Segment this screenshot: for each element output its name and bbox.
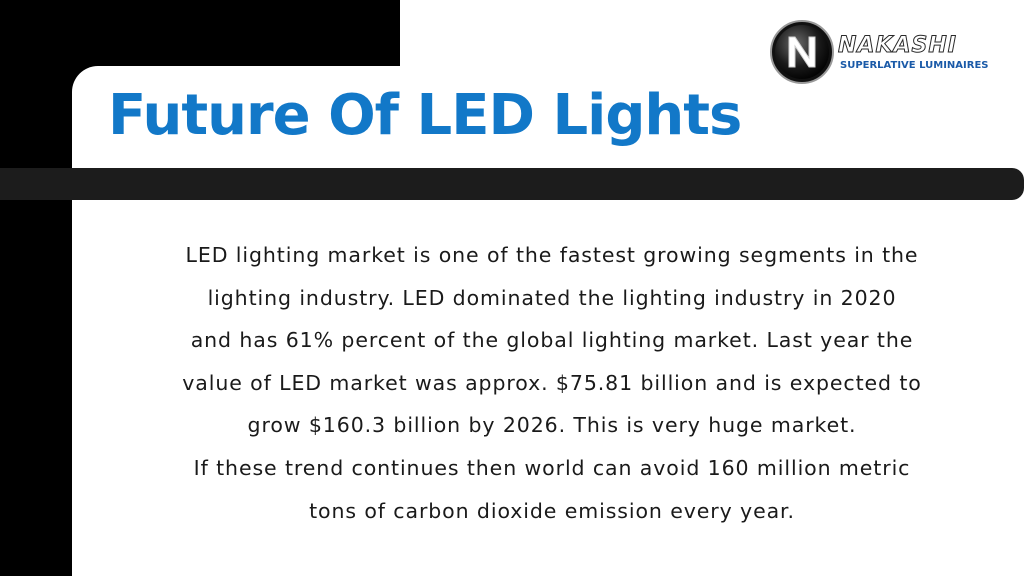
page-title: Future Of LED Lights (108, 83, 742, 148)
paragraph-line: LED lighting market is one of the fastes… (185, 243, 919, 267)
content-panel (72, 66, 1024, 576)
paragraph-line: lighting industry. LED dominated the lig… (207, 285, 897, 310)
paragraph-line: grow $160.3 billion by 2026. This is ver… (247, 413, 857, 438)
logo-tagline: SUPERLATIVE LUMINAIRES (840, 60, 989, 71)
header-white-area (400, 0, 1024, 70)
company-logo: NAKASHI SUPERLATIVE LUMINAIRES (770, 20, 990, 86)
paragraph-line: tons of carbon dioxide emission every ye… (309, 498, 795, 523)
paragraph-line: and has 61% percent of the global lighti… (190, 328, 914, 353)
logo-wordmark: NAKASHI (838, 33, 957, 58)
body-paragraph: LED lighting market is one of the fastes… (115, 234, 989, 532)
paragraph-line: value of LED market was approx. $75.81 b… (182, 370, 922, 395)
paragraph-line: If these trend continues then world can … (193, 455, 911, 480)
divider-bar (0, 168, 1024, 200)
n-letter-emblem-icon (770, 20, 834, 84)
